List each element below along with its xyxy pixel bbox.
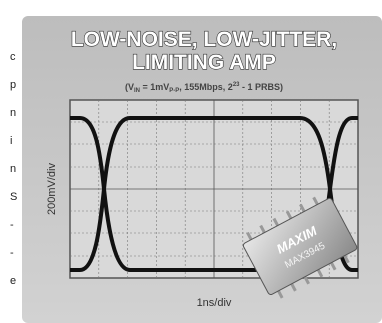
subtitle-part: = 1mV — [140, 82, 169, 92]
x-axis-label: 1ns/div — [197, 297, 232, 309]
subtitle-part: P-P — [169, 88, 179, 94]
margin-fragment: e — [10, 275, 16, 287]
subtitle-part: - 1 PRBS) — [240, 82, 284, 92]
margin-fragment: S — [10, 191, 17, 203]
y-axis-label: 200mV/div — [46, 163, 58, 215]
title-line: LOW-NOISE, LOW-JITTER, — [71, 28, 337, 51]
subtitle-part: (V — [125, 82, 134, 92]
subtitle-part: , 155Mbps, 2 — [179, 82, 233, 92]
margin-fragment: n — [10, 163, 16, 175]
title-line: LIMITING AMP — [132, 51, 276, 74]
margin-fragment: c — [10, 51, 16, 63]
margin-fragment: i — [10, 135, 12, 147]
margin-fragment: - — [10, 219, 14, 231]
margin-fragment: p — [10, 79, 16, 91]
margin-fragment: - — [10, 247, 14, 259]
margin-fragment: n — [10, 107, 16, 119]
page: c p n i n S - - e LOW-NOISE, LOW-JITTER, LIMITIN… — [0, 0, 382, 323]
